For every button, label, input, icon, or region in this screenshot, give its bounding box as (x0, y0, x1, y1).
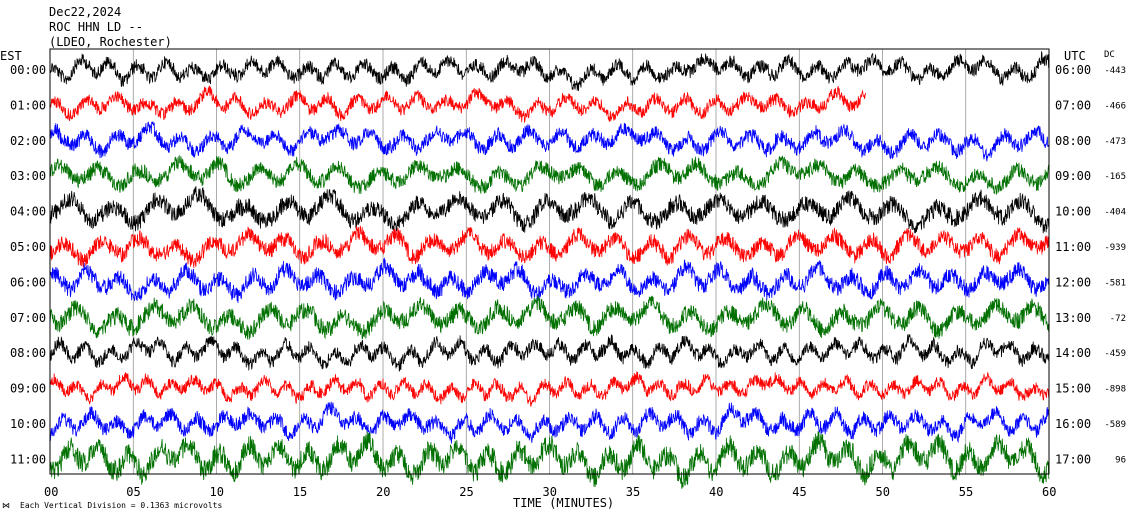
trace-row-0600 (49, 257, 1050, 303)
utc-label-0900: 09:00 (1055, 169, 1091, 183)
plot-frame (49, 48, 1050, 475)
time-gridlines (132, 49, 967, 474)
utc-label-1700: 17:00 (1055, 452, 1091, 466)
est-label-1000: 10:00 (10, 417, 46, 431)
x-axis-title: TIME (MINUTES) (513, 496, 614, 510)
utc-label-1600: 16:00 (1055, 417, 1091, 431)
x-tick-labels: 00 05 10 15 20 25 30 35 40 45 50 55 60 (44, 485, 1056, 499)
trace-row-0500 (49, 225, 1050, 268)
utc-label-0600: 06:00 (1055, 63, 1091, 77)
x-tick-45: 45 (792, 485, 806, 499)
utc-label-0800: 08:00 (1055, 134, 1091, 148)
trace-row-0300 (49, 154, 1050, 196)
dc-value-1500: -898 (1104, 385, 1126, 395)
x-tick-30: 30 (543, 485, 557, 499)
trace-row-0000 (49, 50, 1050, 92)
utc-label-0700: 07:00 (1055, 98, 1091, 112)
est-label-0300: 03:00 (10, 169, 46, 183)
dc-value-0700: -466 (1104, 101, 1126, 111)
header-network: (LDEO, Rochester) (49, 35, 172, 49)
dc-value-1400: -459 (1104, 349, 1126, 359)
x-tick-40: 40 (709, 485, 723, 499)
est-label-0200: 02:00 (10, 134, 46, 148)
dc-value-1700: 96 (1115, 455, 1126, 465)
x-tick-15: 15 (293, 485, 307, 499)
utc-label-1100: 11:00 (1055, 240, 1091, 254)
utc-label-1000: 10:00 (1055, 205, 1091, 219)
utc-label-1200: 12:00 (1055, 275, 1091, 289)
header-date: Dec22,2024 (49, 5, 121, 19)
est-label-1100: 11:00 (10, 452, 46, 466)
row-labels: 00:00 06:00 -443 01:00 07:00 -466 02:00 08:00 -4… (10, 63, 1126, 466)
trace-row-1100 (49, 431, 1050, 489)
trace-row-0900 (49, 371, 1050, 407)
x-tick-00: 00 (44, 485, 58, 499)
footer-logo-mark: ⋈ (2, 501, 10, 510)
trace-row-1000 (49, 401, 1050, 444)
est-label-0500: 05:00 (10, 240, 46, 254)
x-tick-50: 50 (876, 485, 890, 499)
trace-row-0200 (49, 121, 1050, 162)
x-tick-10: 10 (210, 485, 224, 499)
utc-label-1500: 15:00 (1055, 382, 1091, 396)
dc-value-1000: -404 (1104, 208, 1126, 218)
x-tick-05: 05 (126, 485, 140, 499)
est-axis-label: EST (0, 49, 22, 63)
est-label-0900: 09:00 (10, 382, 46, 396)
trace-row-0400 (49, 186, 1050, 234)
x-tick-55: 55 (959, 485, 973, 499)
dc-value-0900: -165 (1104, 172, 1126, 182)
seismic-traces (49, 50, 1050, 489)
x-tick-35: 35 (626, 485, 640, 499)
trace-row-0700 (49, 295, 1050, 340)
dc-value-1200: -581 (1104, 278, 1126, 288)
utc-label-1300: 13:00 (1055, 311, 1091, 325)
est-label-0800: 08:00 (10, 346, 46, 360)
dc-value-0800: -473 (1104, 137, 1126, 147)
utc-label-1400: 14:00 (1055, 346, 1091, 360)
dc-column-label: DC (1104, 50, 1115, 60)
x-tick-60: 60 (1042, 485, 1056, 499)
trace-row-0100 (49, 85, 867, 123)
est-label-0100: 01:00 (10, 98, 46, 112)
est-label-0600: 06:00 (10, 275, 46, 289)
x-tick-20: 20 (376, 485, 390, 499)
est-label-0700: 07:00 (10, 311, 46, 325)
trace-row-0800 (49, 334, 1050, 372)
dc-value-1300: -72 (1110, 314, 1126, 324)
dc-value-0600: -443 (1104, 66, 1126, 76)
est-label-0000: 00:00 (10, 63, 46, 77)
est-label-0400: 04:00 (10, 205, 46, 219)
x-tick-25: 25 (459, 485, 473, 499)
vertical-division-note: Each Vertical Division = 0.1363 microvol… (20, 501, 222, 510)
dc-value-1600: -589 (1104, 420, 1126, 430)
utc-axis-label: UTC (1064, 49, 1086, 63)
header-station: ROC HHN LD -- (49, 20, 143, 34)
dc-value-1100: -939 (1104, 243, 1126, 253)
